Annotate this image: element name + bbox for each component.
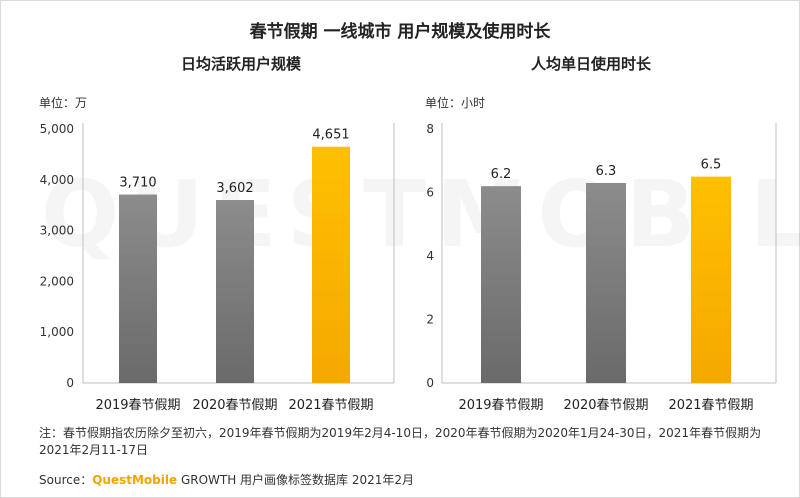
y-tick-label: 6 bbox=[426, 186, 434, 200]
footnote: 注：春节假期指农历除夕至初六，2019年春节假期为2019年2月4-10日，20… bbox=[39, 426, 762, 457]
y-tick-label: 3,000 bbox=[40, 224, 74, 238]
main-title: 春节假期 一线城市 用户规模及使用时长 bbox=[249, 22, 551, 42]
bar-2021春节假期 bbox=[691, 176, 731, 383]
right-bar-chart: 0 2 4 6 8 6.2 2019春节假期 6.3 2020春节假期 6.5 2021春节假期 bbox=[426, 122, 777, 413]
y-tick-label: 1,000 bbox=[40, 325, 74, 339]
right-chart-title: 人均单日使用时长 bbox=[530, 55, 651, 73]
bar-2019春节假期 bbox=[481, 186, 521, 383]
x-category-label: 2020春节假期 bbox=[563, 398, 648, 413]
bar-2020春节假期 bbox=[216, 200, 254, 383]
y-tick-label: 5,000 bbox=[40, 122, 74, 136]
bar-value-label: 3,602 bbox=[216, 181, 253, 196]
x-category-label: 2021春节假期 bbox=[668, 398, 753, 413]
y-tick-label: 2 bbox=[426, 313, 434, 327]
bar-value-label: 3,710 bbox=[119, 176, 156, 191]
source-brand: QuestMobile bbox=[92, 473, 178, 487]
y-tick-label: 4 bbox=[426, 249, 434, 263]
source-prefix: Source： bbox=[39, 473, 93, 487]
bar-value-label: 6.3 bbox=[596, 164, 617, 179]
x-category-label: 2020春节假期 bbox=[192, 398, 277, 413]
bar-2019春节假期 bbox=[119, 194, 157, 383]
x-category-label: 2021春节假期 bbox=[288, 398, 373, 413]
left-unit-label: 单位：万 bbox=[39, 96, 88, 110]
y-tick-label: 4,000 bbox=[40, 173, 74, 187]
y-tick-label: 0 bbox=[66, 376, 74, 390]
y-tick-label: 8 bbox=[426, 122, 434, 136]
source-suffix: GROWTH 用户画像标签数据库 2021年2月 bbox=[177, 473, 415, 487]
left-chart-title: 日均活跃用户规模 bbox=[180, 55, 301, 73]
left-bar-chart: 0 1,000 2,000 3,000 4,000 5,000 3,710 2019春节假期 3… bbox=[40, 122, 395, 413]
bar-2021春节假期 bbox=[312, 146, 350, 383]
bar-value-label: 6.2 bbox=[491, 167, 512, 182]
x-category-label: 2019春节假期 bbox=[95, 398, 180, 413]
bar-2020春节假期 bbox=[586, 182, 626, 383]
y-tick-label: 0 bbox=[426, 376, 434, 390]
y-tick-label: 2,000 bbox=[40, 274, 74, 288]
bar-value-label: 6.5 bbox=[701, 158, 722, 173]
source-line: Source：QuestMobile GROWTH 用户画像标签数据库 2021… bbox=[39, 471, 414, 488]
x-category-label: 2019春节假期 bbox=[458, 398, 543, 413]
right-unit-label: 单位：小时 bbox=[425, 96, 486, 110]
charts-canvas: 0 1,000 2,000 3,000 4,000 5,000 3,710 2019春节假期 3… bbox=[40, 122, 777, 413]
bar-value-label: 4,651 bbox=[312, 128, 349, 143]
